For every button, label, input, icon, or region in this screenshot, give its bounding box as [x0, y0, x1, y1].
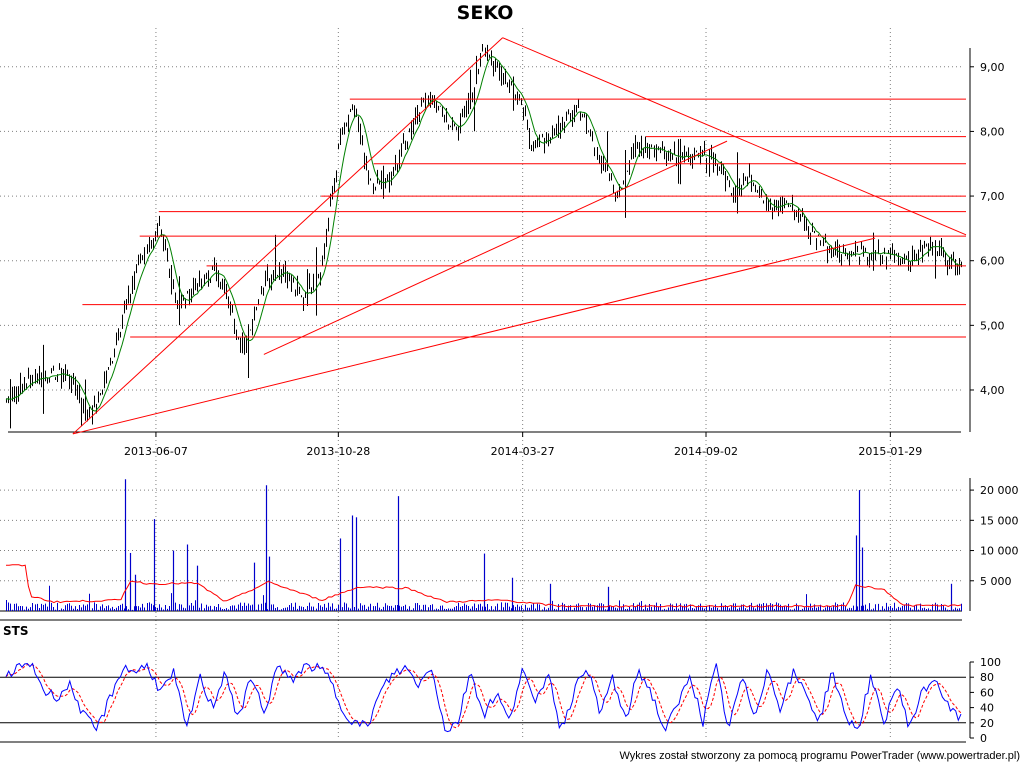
sts-y-tick-label: 100 [980, 656, 1001, 669]
x-tick-label: 2013-10-28 [306, 445, 370, 458]
sts-y-tick-label: 20 [980, 717, 994, 730]
volume-y-tick-label: 20 000 [980, 484, 1019, 497]
trend-line [502, 37, 967, 236]
volume-average-line [5, 564, 962, 608]
sts-y-tick-label: 60 [980, 686, 994, 699]
price-y-tick-label: 6,00 [980, 255, 1005, 268]
footer-credit: Wykres został stworzony za pomocą progra… [619, 750, 1020, 762]
sts-y-tick-label: 80 [980, 671, 994, 684]
sma-line [5, 56, 962, 412]
price-panel: 4,00 5,00 6,00 7,00 8,00 9,00 2013-06-07 2013-1… [0, 28, 1005, 738]
sts-panel: 0 20 40 60 80 100 [0, 656, 1001, 745]
chart-title: SEKO [456, 2, 514, 24]
price-y-tick-label: 4,00 [980, 384, 1005, 397]
sts-k-line [5, 662, 962, 733]
sts-d-line [5, 664, 962, 729]
price-y-tick-label: 9,00 [980, 61, 1005, 74]
price-y-tick-label: 8,00 [980, 125, 1005, 138]
sts-panel-label: STS [3, 624, 29, 638]
trend-line [72, 237, 876, 435]
volume-panel: 5 000 10 000 15 000 20 000 [0, 478, 1019, 621]
volume-y-tick-label: 10 000 [980, 545, 1019, 558]
volume-y-tick-label: 5 000 [980, 575, 1012, 588]
sts-y-tick-label: 0 [980, 732, 987, 745]
x-tick-label: 2013-06-07 [124, 445, 188, 458]
x-tick-label: 2014-03-27 [491, 445, 555, 458]
price-bars [6, 43, 962, 429]
x-tick-label: 2015-01-29 [858, 445, 922, 458]
trend-line [263, 140, 728, 355]
price-y-tick-label: 5,00 [980, 319, 1005, 332]
trend-line [72, 37, 503, 435]
price-y-tick-label: 7,00 [980, 190, 1005, 203]
x-tick-label: 2014-09-02 [674, 445, 738, 458]
volume-bars [6, 479, 962, 611]
sts-y-tick-label: 40 [980, 702, 994, 715]
volume-y-tick-label: 15 000 [980, 514, 1019, 527]
